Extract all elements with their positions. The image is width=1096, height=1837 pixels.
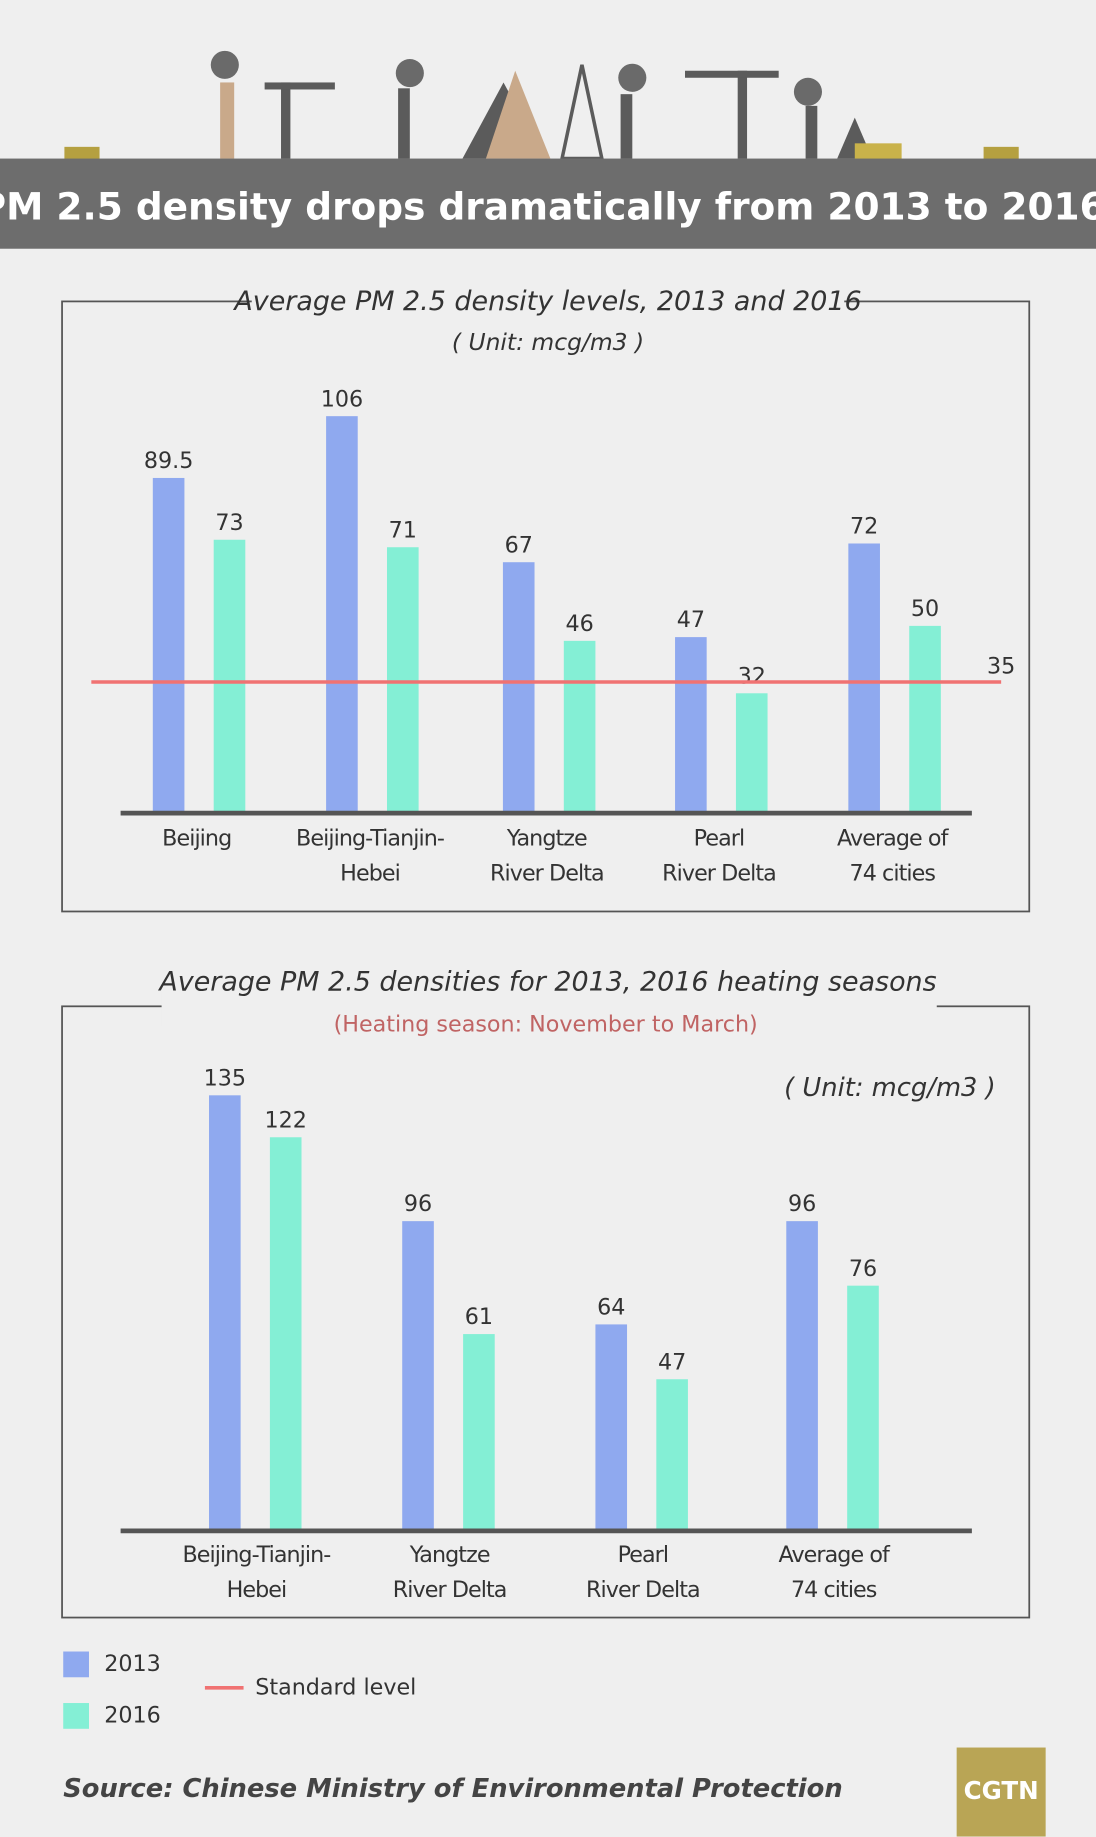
x-tick-label: Average of [778,1542,891,1568]
bar [675,637,707,814]
logo: CGTN [964,1776,1039,1805]
x-tick-label: Beijing [162,825,231,851]
legend-label: Standard level [255,1674,416,1700]
x-tick-label: River Delta [586,1577,700,1603]
chart-title: Average PM 2.5 density levels, 2013 and … [232,286,861,317]
bar [656,1379,688,1531]
x-tick-label: 74 cities [850,861,936,887]
legend-label: 2013 [104,1651,161,1677]
header-illustration [64,50,1019,161]
legend-swatch [63,1703,89,1729]
x-tick-label: River Delta [393,1577,507,1603]
bar [786,1221,818,1531]
bar [595,1324,628,1531]
value-label: 47 [677,607,705,633]
bar [909,625,941,814]
bar [563,640,596,814]
legend: 2013 2016 Standard level [63,1651,416,1729]
bar [463,1334,495,1531]
bar [502,562,535,814]
x-tick-label: Pearl [694,825,745,851]
title-gap [161,986,937,1027]
value-label: 96 [404,1191,432,1217]
bar [402,1221,434,1531]
value-label: 32 [738,663,766,689]
value-label: 122 [264,1107,306,1133]
bar [386,547,419,814]
x-tick-label: Average of [837,825,950,851]
bar [152,477,185,814]
source: Source: Chinese Ministry of Environmenta… [63,1774,842,1804]
x-tick-label: Pearl [618,1542,669,1568]
value-label: 61 [465,1304,493,1330]
x-tick-label: River Delta [490,861,604,887]
page-title: PM 2.5 density drops dramatically from 2… [0,184,1096,228]
reference-label: 35 [987,653,1015,679]
bar [848,543,880,814]
x-tick-label: Hebei [227,1577,287,1603]
x-tick-label: Yangtze [409,1542,490,1568]
title-gap [251,281,845,322]
value-label: 135 [204,1065,246,1091]
bar [847,1285,879,1531]
value-label: 47 [658,1349,686,1375]
logo-box [956,1747,1046,1837]
bar [213,539,246,814]
x-tick-label: Hebei [340,861,400,887]
bar [326,416,358,814]
bar [209,1095,241,1531]
value-label: 46 [565,611,593,637]
legend-swatch [63,1651,89,1678]
bar [735,693,768,814]
header-band [0,158,1096,249]
value-label: 89.5 [144,448,194,474]
chart-subtitle: ( Unit: mcg/m3 ) [784,1073,995,1103]
x-tick-label: Beijing-Tianjin- [296,825,444,851]
x-tick-label: Yangtze [506,825,587,851]
value-label: 72 [850,514,878,540]
x-tick-label: River Delta [662,861,776,887]
value-label: 106 [321,386,363,412]
chart-title: Average PM 2.5 densities for 2013, 2016 … [157,966,936,997]
x-tick-label: Beijing-Tianjin- [182,1542,330,1568]
value-label: 71 [389,517,417,543]
bar [269,1137,302,1531]
chart-subtitle: ( Unit: mcg/m3 ) [452,328,644,356]
value-label: 67 [505,532,533,558]
value-label: 73 [215,510,243,536]
value-label: 96 [788,1191,816,1217]
x-tick-label: 74 cities [791,1577,877,1603]
chart-note: (Heating season: November to March) [334,1012,758,1038]
value-label: 76 [849,1256,877,1282]
value-label: 64 [597,1295,625,1321]
value-label: 50 [911,596,939,622]
legend-label: 2016 [104,1702,161,1728]
